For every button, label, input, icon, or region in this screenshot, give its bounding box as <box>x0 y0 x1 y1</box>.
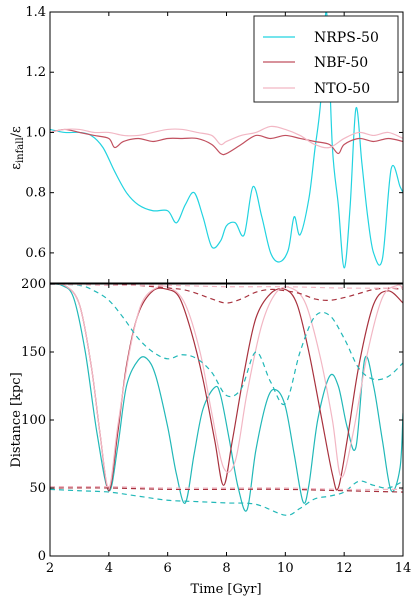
bottom-y-tick-label-200: 200 <box>21 277 46 292</box>
x-tick-label-12: 12 <box>336 561 353 576</box>
x-axis-label: Time [Gyr] <box>190 582 261 597</box>
bottom-series-unlabeled-dashed-4-4 <box>50 480 403 516</box>
bottom-y-tick-label-50: 50 <box>29 481 46 496</box>
bottom-series-nto-50-2 <box>50 284 403 489</box>
top-series-nto-50-2 <box>50 125 403 149</box>
bottom-ticks: 2 4 6 8 10 12 14 0 50 100 150 200 <box>21 277 411 576</box>
top-series-nrps-50-0 <box>50 12 403 269</box>
top-ticks: 0.6 0.8 1.0 1.2 1.4 <box>25 5 404 283</box>
top-y-axis-label: εinfall/ε <box>9 126 26 170</box>
bottom-plot-frame <box>49 283 404 557</box>
legend-entry-nto-50: NTO-50 <box>263 81 370 97</box>
x-tick-label-8: 8 <box>222 561 230 576</box>
top-y-tick-label-1.2: 1.2 <box>25 65 46 80</box>
bottom-series-group <box>50 284 403 516</box>
x-tick-label-6: 6 <box>164 561 172 576</box>
bottom-y-tick-label-0: 0 <box>38 549 46 564</box>
top-panel: 0.6 0.8 1.0 1.2 1.4 εinfall/ε NRPS-50 NBF-50… <box>9 5 404 284</box>
x-tick-label-14: 14 <box>395 561 412 576</box>
top-y-tick-label-1.4: 1.4 <box>25 5 46 20</box>
top-plot-frame <box>49 11 404 284</box>
top-y-tick-label-0.8: 0.8 <box>25 186 46 201</box>
legend-label-nto-50: NTO-50 <box>314 81 370 97</box>
x-tick-label-2: 2 <box>46 561 54 576</box>
bottom-series-unlabeled-dashed-8-8 <box>50 485 403 491</box>
legend-entry-nbf-50: NBF-50 <box>263 55 368 71</box>
bottom-series-unlabeled-dashed-5-5 <box>50 284 403 304</box>
x-tick-label-4: 4 <box>105 561 113 576</box>
top-series-group <box>50 12 403 269</box>
bottom-series-unlabeled-dashed-6-6 <box>50 487 403 493</box>
bottom-series-nrps-50-0 <box>50 284 403 512</box>
bottom-y-tick-label-150: 150 <box>21 345 46 360</box>
legend-label-nbf-50: NBF-50 <box>314 55 368 71</box>
legend: NRPS-50 NBF-50 NTO-50 <box>253 15 399 103</box>
legend-label-nrps-50: NRPS-50 <box>314 30 379 46</box>
bottom-series-unlabeled-dashed-3-3 <box>50 284 403 406</box>
bottom-y-tick-label-100: 100 <box>21 413 46 428</box>
top-y-tick-label-1: 1.0 <box>25 125 46 140</box>
top-y-tick-label-0.6: 0.6 <box>25 246 46 261</box>
legend-entry-nrps-50: NRPS-50 <box>263 30 379 46</box>
bottom-y-axis-label: Distance [kpc] <box>9 372 24 467</box>
bottom-panel: 2 4 6 8 10 12 14 0 50 100 150 200 Distance [kpc] Ti… <box>9 277 411 597</box>
x-tick-label-10: 10 <box>277 561 294 576</box>
top-series-nbf-50-1 <box>50 128 403 156</box>
bottom-series-nbf-50-1 <box>50 284 403 492</box>
